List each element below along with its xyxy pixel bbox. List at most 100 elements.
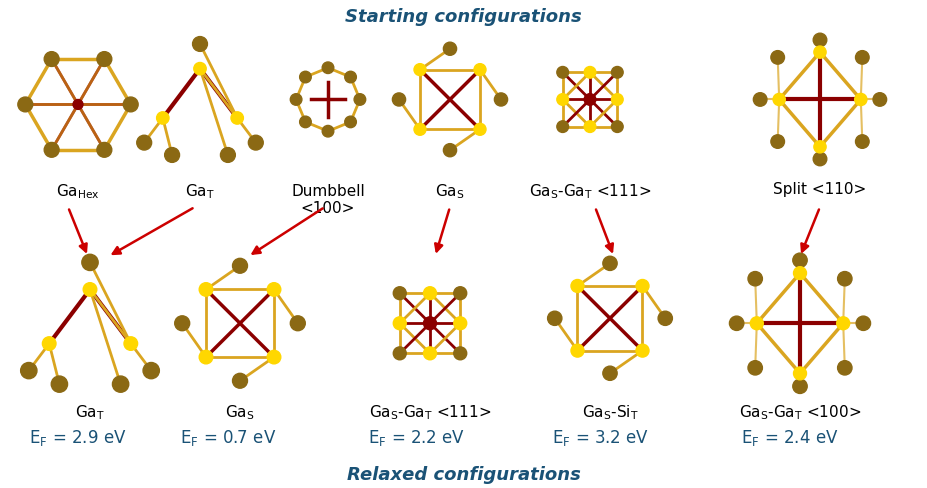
- Circle shape: [414, 123, 426, 135]
- Circle shape: [856, 51, 870, 64]
- Text: Ga$_{\mathrm{S}}$-Ga$_{\mathrm{T}}$ <111>: Ga$_{\mathrm{S}}$-Ga$_{\mathrm{T}}$ <111…: [529, 182, 651, 201]
- Text: Starting configurations: Starting configurations: [345, 8, 582, 26]
- Circle shape: [194, 62, 206, 75]
- Circle shape: [838, 361, 852, 375]
- Circle shape: [794, 367, 806, 380]
- Circle shape: [123, 97, 138, 112]
- Circle shape: [612, 121, 623, 132]
- Circle shape: [748, 361, 762, 375]
- Circle shape: [345, 71, 356, 83]
- Circle shape: [290, 94, 302, 105]
- Circle shape: [748, 271, 762, 286]
- Circle shape: [856, 135, 870, 148]
- Text: E$_{\mathrm{F}}$ = 2.2 eV: E$_{\mathrm{F}}$ = 2.2 eV: [368, 427, 464, 447]
- Circle shape: [730, 316, 743, 330]
- Circle shape: [43, 337, 56, 350]
- Circle shape: [750, 317, 763, 330]
- Circle shape: [424, 317, 437, 330]
- Text: E$_{\mathrm{F}}$ = 2.9 eV: E$_{\mathrm{F}}$ = 2.9 eV: [30, 427, 127, 447]
- Circle shape: [323, 125, 334, 137]
- Circle shape: [548, 311, 562, 325]
- Circle shape: [612, 94, 623, 105]
- Circle shape: [557, 66, 568, 78]
- Circle shape: [474, 63, 486, 76]
- Circle shape: [20, 363, 37, 379]
- Circle shape: [299, 116, 311, 128]
- Circle shape: [18, 97, 32, 112]
- Circle shape: [393, 317, 406, 330]
- Circle shape: [199, 350, 213, 364]
- Circle shape: [771, 51, 784, 64]
- Circle shape: [82, 254, 98, 270]
- Circle shape: [267, 283, 281, 296]
- Circle shape: [857, 316, 870, 330]
- Circle shape: [813, 152, 827, 166]
- Circle shape: [112, 376, 129, 392]
- Circle shape: [771, 135, 784, 148]
- Circle shape: [873, 93, 886, 106]
- Circle shape: [557, 121, 568, 132]
- Circle shape: [754, 93, 767, 106]
- Circle shape: [174, 316, 190, 331]
- Circle shape: [494, 93, 508, 106]
- Text: Ga$_{\mathrm{S}}$-Ga$_{\mathrm{T}}$ <100>: Ga$_{\mathrm{S}}$-Ga$_{\mathrm{T}}$ <100…: [739, 403, 861, 422]
- Circle shape: [584, 66, 596, 78]
- Circle shape: [392, 93, 406, 106]
- Circle shape: [814, 141, 826, 153]
- Circle shape: [584, 121, 596, 132]
- Circle shape: [794, 266, 806, 280]
- Circle shape: [267, 350, 281, 364]
- Circle shape: [813, 33, 827, 47]
- Circle shape: [157, 112, 169, 124]
- Circle shape: [231, 112, 244, 124]
- Circle shape: [424, 287, 437, 300]
- Text: Ga$_{\mathrm{S}}$-Si$_{\mathrm{T}}$: Ga$_{\mathrm{S}}$-Si$_{\mathrm{T}}$: [581, 403, 639, 422]
- Circle shape: [603, 256, 617, 270]
- Text: Ga$_{\mathrm{S}}$: Ga$_{\mathrm{S}}$: [225, 403, 255, 422]
- Circle shape: [855, 93, 867, 105]
- Circle shape: [233, 258, 248, 273]
- Circle shape: [44, 52, 59, 66]
- Circle shape: [603, 366, 617, 380]
- Circle shape: [83, 283, 96, 296]
- Circle shape: [557, 94, 568, 105]
- Text: Ga$_{\mathrm{T}}$: Ga$_{\mathrm{T}}$: [185, 182, 215, 201]
- Circle shape: [453, 287, 466, 300]
- Circle shape: [354, 94, 365, 105]
- Circle shape: [837, 317, 850, 330]
- Circle shape: [658, 311, 672, 325]
- Circle shape: [221, 147, 235, 163]
- Circle shape: [165, 147, 180, 163]
- Circle shape: [424, 347, 437, 360]
- Circle shape: [124, 337, 137, 350]
- Text: Relaxed configurations: Relaxed configurations: [347, 466, 580, 484]
- Text: Ga$_{\mathrm{T}}$: Ga$_{\mathrm{T}}$: [75, 403, 105, 422]
- Text: E$_{\mathrm{F}}$ = 3.2 eV: E$_{\mathrm{F}}$ = 3.2 eV: [552, 427, 648, 447]
- Circle shape: [323, 62, 334, 74]
- Circle shape: [453, 347, 466, 360]
- Circle shape: [443, 42, 457, 55]
- Circle shape: [393, 287, 406, 300]
- Text: E$_{\mathrm{F}}$ = 2.4 eV: E$_{\mathrm{F}}$ = 2.4 eV: [742, 427, 839, 447]
- Circle shape: [636, 280, 649, 292]
- Circle shape: [571, 344, 584, 357]
- Circle shape: [143, 363, 159, 379]
- Circle shape: [414, 63, 426, 76]
- Circle shape: [137, 135, 152, 150]
- Text: Ga$_{\mathrm{Hex}}$: Ga$_{\mathrm{Hex}}$: [56, 182, 100, 201]
- Circle shape: [193, 37, 208, 51]
- Text: Ga$_{\mathrm{S}}$-Ga$_{\mathrm{T}}$ <111>: Ga$_{\mathrm{S}}$-Ga$_{\mathrm{T}}$ <111…: [369, 403, 491, 422]
- Circle shape: [51, 376, 68, 392]
- Circle shape: [793, 253, 807, 267]
- Circle shape: [773, 93, 785, 105]
- Circle shape: [443, 143, 457, 157]
- Circle shape: [299, 71, 311, 83]
- Circle shape: [73, 100, 83, 109]
- Circle shape: [474, 123, 486, 135]
- Circle shape: [44, 142, 59, 157]
- Circle shape: [636, 344, 649, 357]
- Circle shape: [233, 373, 248, 388]
- Circle shape: [345, 116, 356, 128]
- Text: Dumbbell
<100>: Dumbbell <100>: [291, 184, 365, 216]
- Circle shape: [814, 46, 826, 58]
